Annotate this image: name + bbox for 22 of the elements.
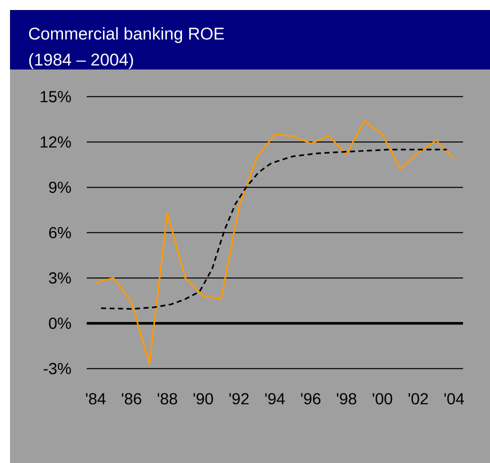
x-tick-label: '98: [336, 393, 356, 404]
x-tick-label: '00: [372, 393, 392, 404]
x-tick-label: '92: [229, 393, 249, 404]
chart-title: Commercial banking ROE: [29, 27, 224, 44]
x-tick-label: '86: [122, 393, 142, 404]
line-series: [94, 120, 455, 365]
x-tick-label: '88: [158, 393, 178, 404]
x-tick-label: '90: [194, 393, 213, 404]
x-tick-label: '04: [444, 393, 464, 404]
y-tick-label: 6%: [49, 226, 71, 238]
x-tick-label: '84: [86, 393, 106, 404]
y-tick-label: 9%: [49, 182, 71, 193]
x-tick-label: '94: [265, 393, 285, 404]
x-tick-label: '96: [301, 393, 320, 404]
y-tick-label: 3%: [48, 272, 71, 284]
line-series: [100, 148, 448, 310]
y-tick-label: 15%: [40, 91, 71, 102]
y-tick-label: 0%: [48, 318, 71, 329]
chart-subtitle: (1984 – 2004): [29, 53, 133, 70]
y-tick-label: 12%: [40, 136, 71, 148]
x-tick-label: '02: [408, 393, 428, 404]
y-tick-label: -3%: [44, 362, 71, 374]
